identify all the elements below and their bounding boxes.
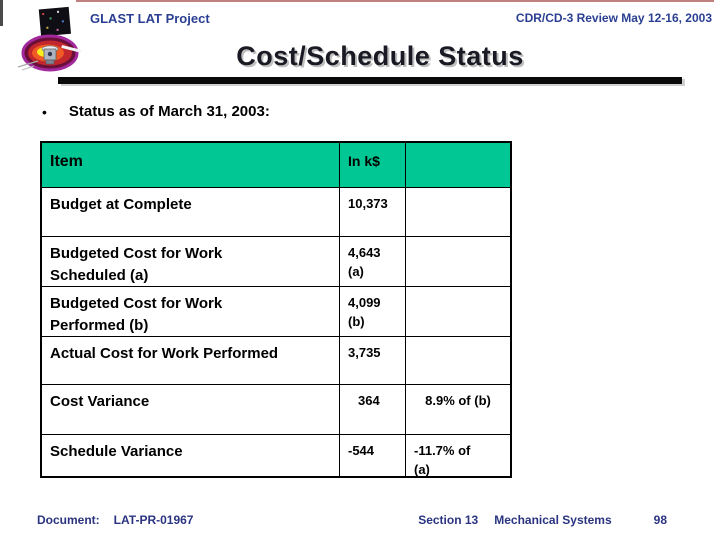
table-row-label: Budgeted Cost for Work Performed (b) — [42, 287, 340, 337]
slide-top-border-line — [76, 0, 714, 2]
glast-satellite-logo — [12, 5, 90, 73]
section-title: Mechanical Systems — [494, 513, 612, 527]
table-row-label: Actual Cost for Work Performed — [42, 337, 340, 385]
logo-streak — [61, 45, 82, 53]
status-date-text: Status as of March 31, 2003: — [68, 103, 270, 120]
title-divider-bar — [58, 77, 682, 84]
satellite-body — [41, 45, 59, 65]
table-row-label: Cost Variance — [42, 385, 340, 435]
slide-title: Cost/Schedule Status — [236, 41, 524, 71]
cost-schedule-table: Item In k$ Budget at Complete 10,373 Bud… — [40, 141, 512, 478]
section-number: Section 13 — [418, 513, 479, 527]
table-row-value: -544 — [340, 435, 406, 476]
document-label: Document: — [37, 513, 100, 527]
satellite-logo-graphic — [17, 6, 82, 72]
table-row-value: 4,099 (b) — [340, 287, 406, 337]
slide-edge-artifact — [0, 0, 3, 26]
document-reference: Document: LAT-PR-01967 — [37, 513, 193, 527]
solar-panel — [38, 6, 71, 37]
table-row-value: 10,373 — [340, 188, 406, 237]
column-header-value: In k$ — [340, 143, 406, 188]
status-bullet-item: • Status as of March 31, 2003: — [42, 102, 270, 122]
project-name: GLAST LAT Project — [90, 11, 210, 26]
table-row-label: Schedule Variance — [42, 435, 340, 476]
table-row-value: 3,735 — [340, 337, 406, 385]
column-header-item: Item — [42, 143, 340, 188]
table-row-label: Budgeted Cost for Work Scheduled (a) — [42, 237, 340, 287]
table-row-note — [406, 188, 510, 237]
table-row-note — [406, 237, 510, 287]
table-row-label: Budget at Complete — [42, 188, 340, 237]
table-row-note — [406, 337, 510, 385]
document-number: LAT-PR-01967 — [113, 513, 194, 527]
review-title: CDR/CD-3 Review May 12-16, 2003 — [515, 11, 712, 25]
table-row-value: 4,643 (a) — [340, 237, 406, 287]
section-reference: Section 13 Mechanical Systems 98 — [418, 513, 667, 527]
column-header-note — [406, 143, 510, 188]
table-row-note: -11.7% of (a) — [414, 443, 471, 476]
bullet-icon: • — [42, 104, 47, 120]
table-row-value: 364 — [340, 385, 406, 435]
page-number: 98 — [653, 513, 667, 527]
logo-caption-squiggle — [17, 60, 39, 68]
table-row-note — [406, 287, 510, 337]
table-row-note: 8.9% of (b) — [406, 385, 510, 435]
